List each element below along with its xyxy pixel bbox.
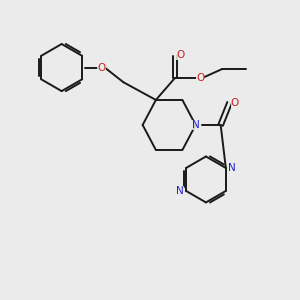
Text: O: O <box>231 98 239 108</box>
Text: N: N <box>192 120 200 130</box>
Text: O: O <box>97 63 106 73</box>
Text: N: N <box>228 163 236 173</box>
Text: N: N <box>176 186 184 196</box>
Text: O: O <box>176 50 184 60</box>
Text: O: O <box>196 73 204 83</box>
